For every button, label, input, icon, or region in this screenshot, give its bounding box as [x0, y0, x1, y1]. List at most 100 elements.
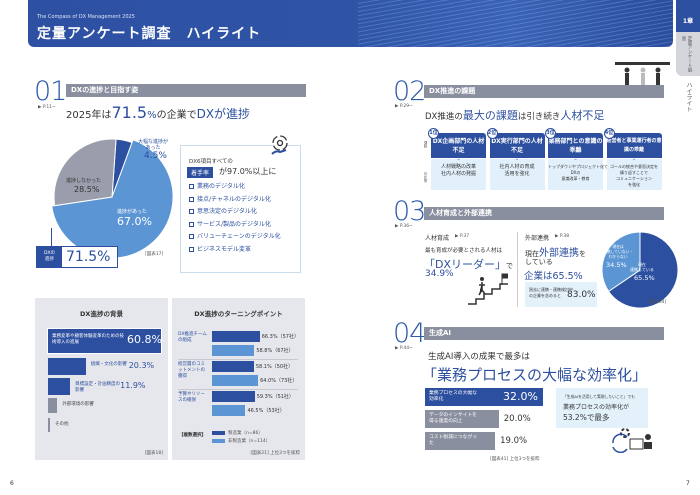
legend-mfg: 製造業（n=86） [228, 431, 263, 436]
background-label: 組織・文化の影響 [90, 362, 127, 367]
background-value: 11.9% [120, 381, 146, 390]
background-label: 業務変革や顧客体験変革のための技術導入の進展 [52, 334, 124, 345]
section-number: 02 [393, 76, 426, 107]
headline-pct: % [147, 110, 157, 121]
pie-slice [51, 139, 174, 259]
pie-label-no-progress: 進捗しなかった [66, 178, 102, 184]
figure-ref: [図表17] [145, 252, 164, 257]
turning-label: DX推進チームの組成 [178, 332, 207, 343]
turning-value: 46.5%（53社） [247, 408, 285, 414]
ext-note-box: 過去に連携・連携検討中 の企業を含めると 83.0% [525, 282, 597, 307]
chevron-down-icon: ⌄ [573, 155, 579, 162]
page-ref-link[interactable]: ▶ P.38 [555, 234, 570, 239]
checklist-label: ビジネスモデル変革 [197, 245, 252, 253]
checklist-label: サービス/製品のデジタル化 [197, 220, 271, 228]
rank-badge: 3位 [545, 128, 556, 139]
turning-bar-mfg [212, 391, 255, 402]
rank-badge: 4位 [603, 128, 615, 139]
background-label: 外部環境の影響 [62, 402, 94, 407]
turning-value: 58.8%（67社） [256, 348, 294, 354]
chapter-tab[interactable]: 1章 [676, 0, 700, 32]
action-card: 人材戦略の改革 社内人材の発掘 [431, 159, 486, 190]
people-lifting-icon [615, 62, 670, 85]
issue-card: 業務部門との意識の乖離 [548, 133, 603, 158]
background-bar [47, 328, 162, 354]
checklist-item: ビジネスモデル変革 [189, 244, 281, 257]
note-line1: 業務プロセスの効率化が [563, 404, 630, 411]
panel-title: DX進捗のターニングポイント [194, 310, 283, 318]
chevron-down-icon: ⌄ [514, 155, 520, 162]
issue-card: DX実行部門の人材不足 [489, 133, 545, 158]
headline-text: は引き続き [517, 112, 561, 122]
issue-card: 経営者と事業運行者の意識の乖離 [606, 133, 662, 158]
turning-point-panel: DX進捗のターニングポイント DX推進チームの組成 66.3%（57社） 58.8%… [172, 298, 305, 460]
genai-bar-label: 業務プロセスの大幅な効率化 [429, 391, 477, 402]
multi-select-note: 【複数選択】 [179, 433, 206, 438]
hr-big-text: 「DXリーダー」 [424, 258, 507, 271]
turning-bar-non [212, 375, 259, 386]
total-label: DXの 進捗 [37, 247, 62, 267]
page-ref-link[interactable]: ▶ P.29~ [395, 104, 413, 109]
ext-line3: 企業は65.5% [524, 271, 583, 282]
checkbox-icon [189, 196, 194, 202]
checklist-label: バリューチェーンのデジタル化 [197, 233, 281, 240]
genai-bar-label: データのインサイトを得る速度の向上 [429, 413, 477, 424]
dx-progress-pie [51, 138, 174, 259]
checklist-item: 業務のデジタル化 [189, 181, 281, 194]
headline: 2025年は71.5%の企業でDXが進捗 [66, 103, 250, 122]
ext-text: を [579, 250, 586, 258]
section-tab[interactable]: 定量アンケート調査 [676, 32, 700, 76]
section-number: 04 [393, 318, 426, 349]
pie-slice [53, 138, 117, 207]
background-label: 目標設定・計画精度の影響 [75, 382, 121, 393]
row-label-issue: 課題 [424, 141, 428, 148]
turning-value: 59.3%（51社） [256, 394, 294, 400]
connector-line [51, 228, 52, 246]
pie-value-no-progress: 28.5% [74, 185, 100, 194]
turning-label: 予算やリソースの確保 [178, 392, 205, 403]
note-line2: 53.2%で最多 [563, 413, 610, 422]
headline-text: DX推進の [425, 112, 463, 122]
checklist-item: 接点/チャネルのデジタル化 [189, 194, 281, 207]
ext-note-text: 過去に連携・連携検討中 の企業を含めると [529, 287, 573, 298]
headline-text: 2025年は [66, 110, 112, 121]
divider [178, 359, 298, 360]
box-rate: が97.0%以上に [219, 167, 277, 176]
header-subtitle: The Compass of DX Management 2025 [37, 14, 135, 20]
hr-big: 「DXリーダー」で [424, 256, 513, 272]
dx-six-items-box: DX6項目すべての 着手率 が97.0%以上に 業務のデジタル化 接点/チャネルの… [180, 135, 301, 273]
pie-label-now: 現在 連携している [630, 262, 654, 272]
genai-lead: 生成AI導入の成果で最多は [428, 352, 530, 362]
chevron-down-icon: ⌄ [631, 155, 637, 162]
background-value: 60.8% [127, 333, 162, 346]
figure-ref: [図表18] [144, 451, 163, 456]
page-ref-link[interactable]: ▶ P.11~ [38, 105, 56, 110]
genai-bar [425, 388, 543, 406]
turning-bar-non [212, 345, 255, 356]
pie-label-large-progress: 大幅な進捗が あった [138, 139, 169, 151]
headline-emph: 最大の課題 [462, 109, 518, 122]
page-ref-link[interactable]: ▶ P.44~ [395, 346, 413, 351]
legend-swatch-mfg [212, 431, 225, 435]
issue-card: DX企画部門の人材不足 [431, 133, 486, 158]
genai-headline: 「業務プロセスの大幅な効率化」 [422, 366, 648, 384]
pie-slice [607, 231, 679, 309]
page-number: 7 [686, 480, 690, 487]
page-title: 定量アンケート調査 ハイライト [37, 26, 262, 42]
page-number: 6 [10, 480, 14, 487]
background-bar [48, 418, 50, 432]
background-bar [48, 378, 71, 395]
dx-background-panel: DX進捗の背景 業務変革や顧客体験変革のための技術導入の進展 60.8% 組織・文化… [35, 298, 168, 460]
page-ref-link[interactable]: ▶ P.36~ [395, 224, 413, 229]
checklist-label: 意思決定のデジタル化 [197, 208, 257, 215]
pie-value-not: 34.5% [606, 261, 627, 269]
note-small: 「生成AIを活用して実現したいこと」でも [563, 394, 635, 399]
page-ref-link[interactable]: ▶ P.37 [455, 234, 470, 239]
background-value: 20.3% [128, 361, 155, 370]
headline-emph: 人材不足 [560, 109, 605, 122]
box-tag: 着手率 [187, 167, 214, 178]
pie-label-not: 現在は 連携していない・ わからない [603, 244, 634, 259]
turning-bar-mfg [212, 331, 260, 342]
ai-efficiency-icon [612, 428, 652, 453]
turning-value: 64.0%（73社） [260, 378, 298, 384]
